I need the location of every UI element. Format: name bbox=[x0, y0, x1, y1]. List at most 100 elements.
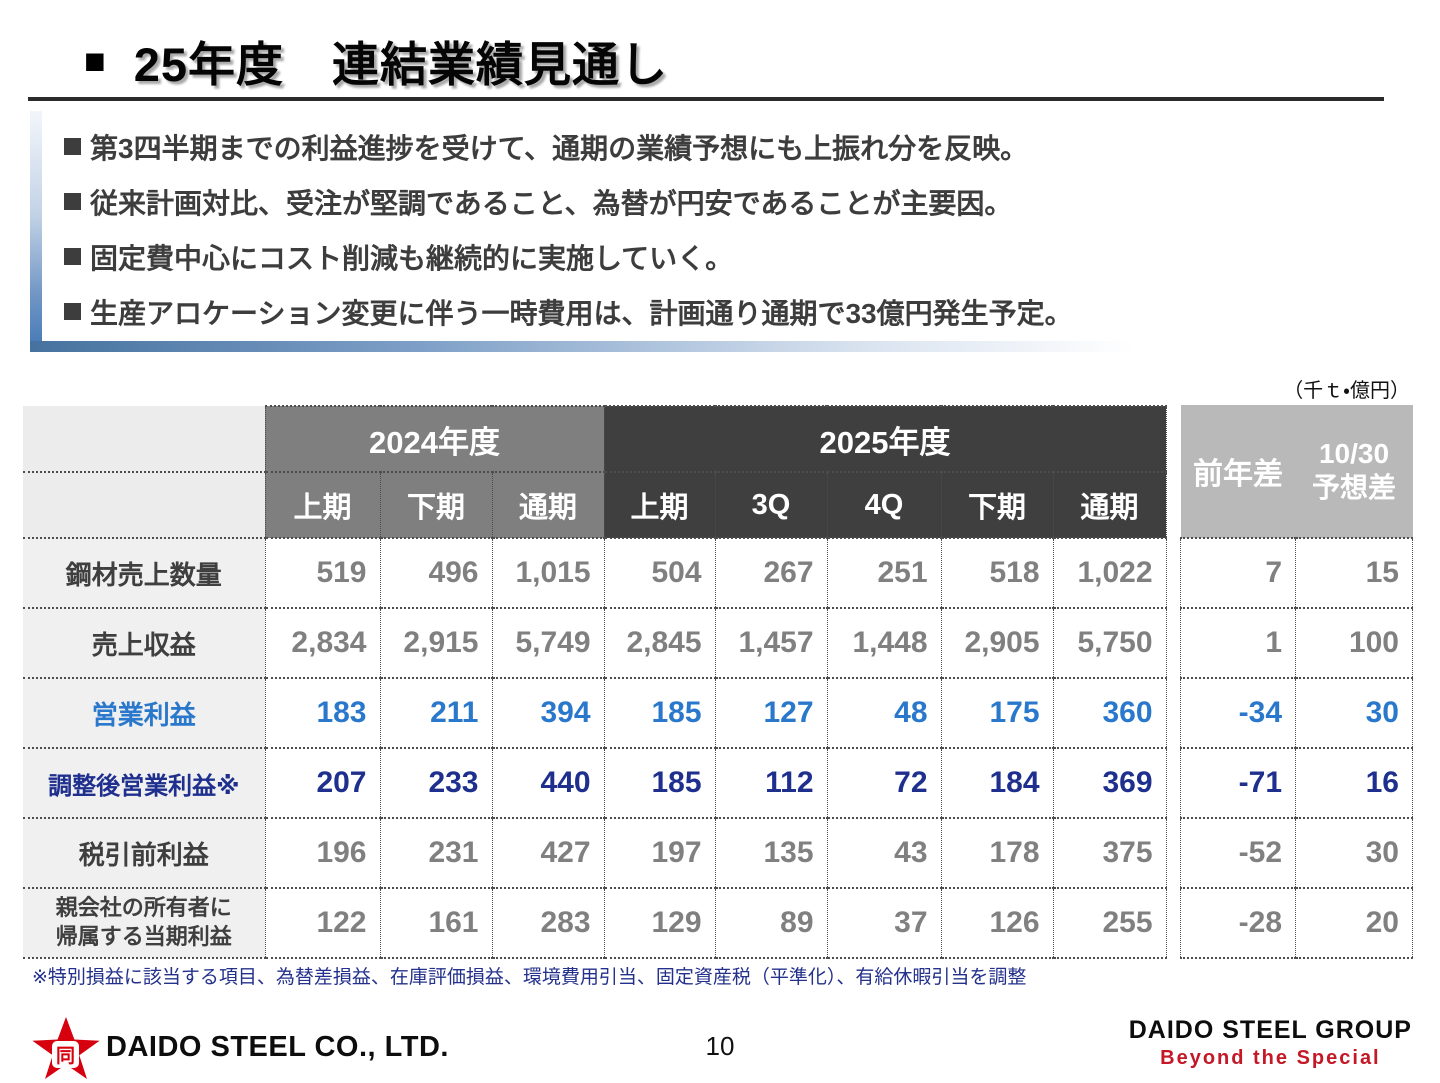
cell-value: 5,750 bbox=[1052, 607, 1167, 679]
bullet-square-icon bbox=[64, 248, 81, 265]
header-yoy-difference: 前年差 bbox=[1180, 405, 1296, 538]
row-label: 鋼材売上数量 bbox=[23, 537, 266, 609]
header-forecast-line1: 10/30 bbox=[1318, 438, 1390, 470]
cell-value: 161 bbox=[379, 887, 493, 959]
title-underline bbox=[28, 97, 1384, 101]
company-name: DAIDO STEEL CO., LTD. bbox=[106, 1031, 449, 1063]
cell-value: 375 bbox=[1052, 817, 1167, 889]
cell-value: 519 bbox=[264, 537, 381, 609]
cell-value: 2,845 bbox=[603, 607, 716, 679]
group-logo-block: DAIDO STEEL GROUP Beyond the Special bbox=[1129, 1016, 1412, 1070]
row-label: 営業利益 bbox=[23, 677, 266, 749]
cell-value: 20 bbox=[1295, 887, 1413, 959]
summary-box: 第3四半期までの利益進捗を受けて、通期の業績予想にも上振れ分を反映。 従来計画対… bbox=[30, 111, 1134, 352]
header-fy2024: 2024年度 bbox=[264, 405, 605, 473]
diff-row-revenue: 1 100 bbox=[1180, 607, 1413, 679]
cell-value: 122 bbox=[264, 887, 381, 959]
cell-value: 496 bbox=[379, 537, 493, 609]
cell-value: 184 bbox=[940, 747, 1054, 819]
cell-value: 72 bbox=[826, 747, 942, 819]
cell-value: 129 bbox=[603, 887, 716, 959]
cell-value: 2,834 bbox=[264, 607, 381, 679]
page-title: 25年度 連結業績見通し bbox=[133, 38, 669, 91]
row-label: 売上収益 bbox=[23, 607, 266, 679]
group-slogan: Beyond the Special bbox=[1160, 1047, 1381, 1069]
cell-value: 30 bbox=[1295, 677, 1413, 749]
bullet-text: 従来計画対比、受注が堅調であること、為替が円安であることが主要因。 bbox=[90, 187, 1013, 219]
row-label: 税引前利益 bbox=[23, 817, 266, 889]
cell-value: 283 bbox=[491, 887, 605, 959]
cell-value: 178 bbox=[940, 817, 1054, 889]
bullet-item: 生産アロケーション変更に伴う一時費用は、計画通り通期で33億円発生予定。 bbox=[64, 284, 1134, 339]
title-row: ■ 25年度 連結業績見通し bbox=[84, 26, 668, 95]
cell-value: 255 bbox=[1052, 887, 1167, 959]
bullet-text: 第3四半期までの利益進捗を受けて、通期の業績予想にも上振れ分を反映。 bbox=[90, 132, 1029, 164]
star-logo-character: 同 bbox=[52, 1041, 79, 1068]
cell-value: 127 bbox=[714, 677, 828, 749]
cell-value: 427 bbox=[491, 817, 605, 889]
unit-note: （千ｔ・億円） bbox=[1283, 380, 1410, 402]
results-table: 2024年度 2025年度 上期 下期 通期 上期 3Q 4Q 下期 通期 鋼材… bbox=[23, 405, 1167, 959]
cell-value: 197 bbox=[603, 817, 716, 889]
row-label: 調整後営業利益※ bbox=[23, 747, 266, 819]
header-forecast-difference: 10/30 予想差 bbox=[1295, 405, 1413, 538]
cell-value: 1,457 bbox=[714, 607, 828, 679]
header-sub-row: 上期 下期 通期 上期 3Q 4Q 下期 通期 bbox=[23, 471, 1167, 539]
cell-value: 48 bbox=[826, 677, 942, 749]
diff-row-profit-before-tax: -52 30 bbox=[1180, 817, 1413, 889]
header-2024-full-year: 通期 bbox=[491, 471, 605, 539]
cell-value: -28 bbox=[1180, 887, 1296, 959]
header-2025-full-year: 通期 bbox=[1052, 471, 1167, 539]
cell-value: 2,905 bbox=[940, 607, 1054, 679]
diff-row-steel-sales-volume: 7 15 bbox=[1180, 537, 1413, 609]
table-row-profit-before-tax: 税引前利益 196 231 427 197 135 43 178 375 bbox=[23, 817, 1167, 889]
cell-value: 369 bbox=[1052, 747, 1167, 819]
cell-value: 16 bbox=[1295, 747, 1413, 819]
table-row-revenue: 売上収益 2,834 2,915 5,749 2,845 1,457 1,448… bbox=[23, 607, 1167, 679]
header-yoy-text: 前年差 bbox=[1193, 458, 1283, 491]
cell-value: 1,448 bbox=[826, 607, 942, 679]
header-2025-4q: 4Q bbox=[826, 471, 942, 539]
bullet-item: 固定費中心にコスト削減も継続的に実施していく。 bbox=[64, 229, 1134, 284]
cell-value: 135 bbox=[714, 817, 828, 889]
bullet-item: 第3四半期までの利益進捗を受けて、通期の業績予想にも上振れ分を反映。 bbox=[64, 119, 1134, 174]
group-name: DAIDO STEEL GROUP bbox=[1128, 1016, 1412, 1044]
table-row-steel-sales-volume: 鋼材売上数量 519 496 1,015 504 267 251 518 1,0… bbox=[23, 537, 1167, 609]
daido-star-logo-icon: 同 bbox=[31, 1017, 101, 1083]
bullet-square-icon bbox=[64, 303, 81, 320]
bullet-square-icon bbox=[64, 138, 81, 155]
diff-header-row: 前年差 10/30 予想差 bbox=[1180, 405, 1413, 538]
corner-cell bbox=[23, 472, 266, 539]
cell-value: 112 bbox=[714, 747, 828, 819]
footnote: ※特別損益に該当する項目、為替差損益、在庫評価損益、環境費用引当、固定資産税（平… bbox=[32, 967, 1027, 988]
header-forecast-line2: 予想差 bbox=[1311, 472, 1396, 503]
diff-row-net-profit-attributable-to-owners: -28 20 bbox=[1180, 887, 1413, 959]
cell-value: 1,015 bbox=[491, 537, 605, 609]
cell-value: 15 bbox=[1295, 537, 1413, 609]
summary-box-bottom-accent bbox=[30, 341, 1134, 352]
corner-cell bbox=[23, 406, 266, 473]
cell-value: 207 bbox=[264, 747, 381, 819]
cell-value: 89 bbox=[714, 887, 828, 959]
cell-value: -52 bbox=[1180, 817, 1296, 889]
table-row-operating-profit: 営業利益 183 211 394 185 127 48 175 360 bbox=[23, 677, 1167, 749]
diff-row-adjusted-operating-profit: -71 16 bbox=[1180, 747, 1413, 819]
bullet-item: 従来計画対比、受注が堅調であること、為替が円安であることが主要因。 bbox=[64, 174, 1134, 229]
cell-value: 1,022 bbox=[1052, 537, 1167, 609]
header-2025-h1: 上期 bbox=[603, 471, 716, 539]
cell-value: 231 bbox=[379, 817, 493, 889]
header-group-row: 2024年度 2025年度 bbox=[23, 405, 1167, 473]
diff-row-operating-profit: -34 30 bbox=[1180, 677, 1413, 749]
cell-value: 126 bbox=[940, 887, 1054, 959]
table-row-net-profit-attributable-to-owners: 親会社の所有者に 帰属する当期利益 122 161 283 129 89 37 … bbox=[23, 887, 1167, 959]
row-label: 親会社の所有者に 帰属する当期利益 bbox=[23, 887, 266, 959]
cell-value: 504 bbox=[603, 537, 716, 609]
cell-value: -71 bbox=[1180, 747, 1296, 819]
cell-value: 440 bbox=[491, 747, 605, 819]
cell-value: -34 bbox=[1180, 677, 1296, 749]
difference-table: 前年差 10/30 予想差 7 15 1 100 -34 30 bbox=[1180, 405, 1413, 959]
header-2024-h2: 下期 bbox=[379, 471, 493, 539]
table-row-adjusted-operating-profit: 調整後営業利益※ 207 233 440 185 112 72 184 369 bbox=[23, 747, 1167, 819]
cell-value: 196 bbox=[264, 817, 381, 889]
